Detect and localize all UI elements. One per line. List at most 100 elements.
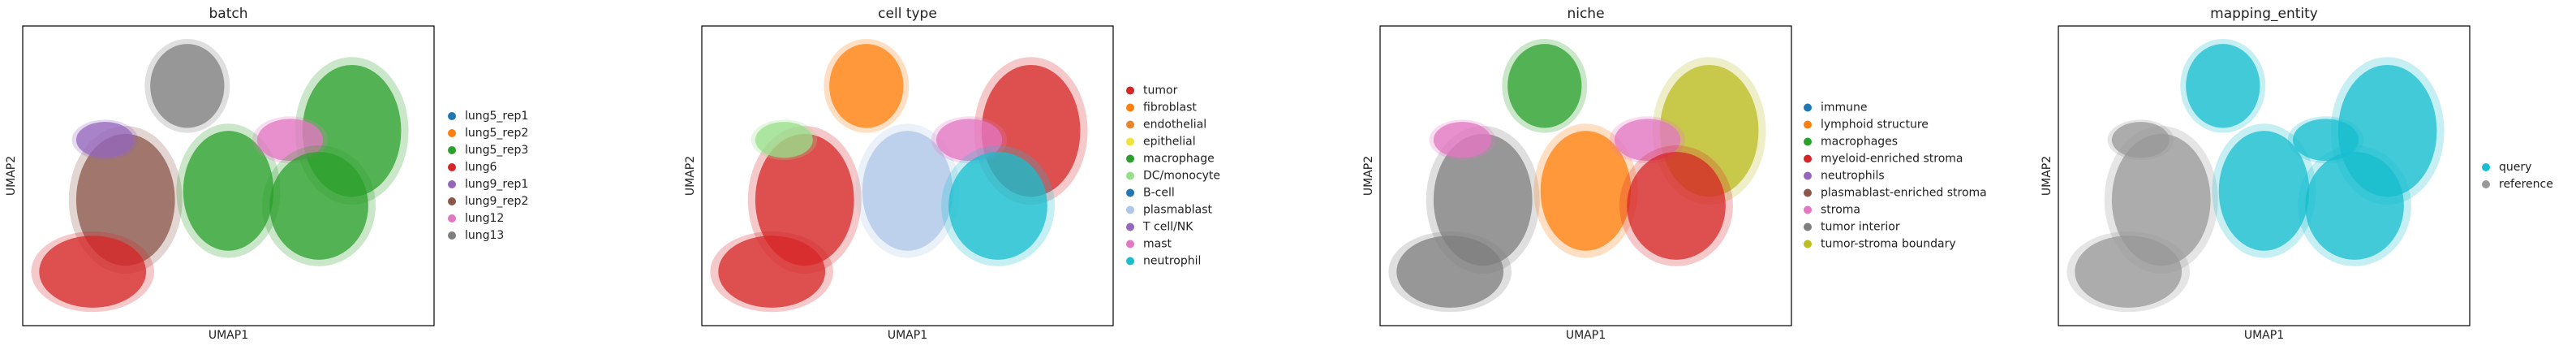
legend-label: DC/monocyte [1143,170,1220,183]
cell-cluster [2111,133,2211,266]
cell-cluster-halo [2066,231,2190,313]
cell-cluster [2186,44,2260,128]
legend-label: lung5_rep1 [465,110,528,123]
axes-frame [701,25,1114,326]
legend-marker [1126,205,1134,214]
legend-marker [448,129,456,137]
legend-marker [448,214,456,223]
cell-cluster [75,133,175,266]
cell-cluster [75,122,134,158]
legend-label: epithelial [1143,136,1196,149]
y-axis-label: UMAP2 [2041,156,2053,196]
cell-cluster-halo [1533,123,1638,258]
legend-marker [1126,120,1134,129]
legend-label: stroma [1821,204,1860,217]
cell-cluster [2218,131,2310,251]
legend-label: lung13 [465,229,504,242]
cell-cluster-halo [71,119,139,161]
cell-cluster [2111,122,2170,158]
cell-cluster [1507,44,1582,128]
cell-cluster [829,44,904,128]
axes-frame [2058,25,2471,326]
cell-cluster-halo [262,145,376,266]
legend-label: tumor interior [1821,221,1900,234]
cell-cluster [862,131,953,251]
cell-cluster [935,119,1003,162]
legend-label: endothelial [1143,119,1206,132]
cell-cluster [2292,119,2359,162]
cell-cluster-halo [1619,145,1734,266]
legend-label: plasmablast [1143,204,1213,217]
legend-label: reference [2499,178,2553,191]
cell-cluster-halo [941,145,1056,266]
legend-label: lung5_rep3 [465,144,528,157]
legend-marker [448,112,456,120]
legend-label: mast [1143,238,1172,251]
legend-marker [1804,120,1812,129]
x-axis-label: UMAP1 [209,329,248,342]
panel: mapping_entity UMAP1 UMAP2 query reference [2041,6,2553,342]
y-axis-label: UMAP2 [5,156,18,196]
legend-label: lung5_rep2 [465,127,528,140]
axes-frame [22,25,435,326]
cell-cluster-halo [1609,116,1686,164]
legend-marker [1126,154,1134,163]
cell-cluster-halo [710,231,833,313]
legend-label: plasmablast-enriched stroma [1821,187,1987,200]
x-axis-label: UMAP1 [1566,329,1606,342]
legend-label: immune [1821,102,1868,115]
legend-marker [1126,257,1134,266]
legend-marker [1804,154,1812,163]
legend-marker [448,163,456,171]
axes-frame [1379,25,1792,326]
legend-marker [1804,137,1812,146]
legend-label: lymphoid structure [1821,119,1929,132]
cell-cluster [948,151,1047,260]
cell-cluster [183,131,274,251]
legend-label: macrophages [1821,136,1898,149]
legend-label: query [2499,161,2531,174]
legend-label: fibroblast [1143,102,1197,115]
legend-marker [1126,103,1134,112]
cell-cluster [2075,235,2183,308]
legend-label: lung9_rep1 [465,178,528,191]
cell-cluster [1396,235,1504,308]
legend-marker [1126,171,1134,180]
legend-marker [1804,223,1812,231]
cell-cluster-halo [1502,38,1588,133]
cell-cluster-halo [2212,123,2316,258]
cell-cluster-halo [2298,145,2412,266]
legend-marker [1126,188,1134,197]
legend-marker [1126,223,1134,231]
cell-cluster [1433,133,1533,266]
legend-marker [448,231,456,240]
cell-cluster-halo [1388,231,1512,313]
cell-cluster-halo [1429,119,1496,161]
cell-cluster [1540,131,1632,251]
legend-marker [1804,205,1812,214]
panel: niche UMAP1 UMAP2 immune lymphoid structure m… [1362,6,1987,342]
cell-cluster [1433,122,1491,158]
panel: batch UMAP1 UMAP2 lung5_rep1 lung5_rep2 lung5… [5,6,528,342]
legend-marker [448,180,456,188]
legend-marker [2482,180,2490,188]
cell-cluster [755,133,854,266]
cell-cluster [718,235,826,308]
cell-cluster [269,151,368,260]
x-axis-label: UMAP1 [888,329,927,342]
legend-marker [448,197,456,205]
panel-title: batch [209,6,248,22]
cell-cluster [256,119,324,162]
legend-label: lung9_rep2 [465,195,528,208]
cell-cluster-halo [176,123,281,258]
legend-label: myeloid-enriched stroma [1821,153,1963,166]
cell-cluster [39,235,147,308]
legend-label: neutrophil [1143,255,1201,268]
panel: cell type UMAP1 UMAP2 tumor fibroblast endoth… [684,6,1220,342]
legend-label: tumor-stroma boundary [1821,238,1956,251]
legend-marker [1804,171,1812,180]
cell-cluster-halo [2287,116,2364,164]
panel-title: niche [1567,6,1604,22]
cell-cluster-halo [144,38,230,133]
